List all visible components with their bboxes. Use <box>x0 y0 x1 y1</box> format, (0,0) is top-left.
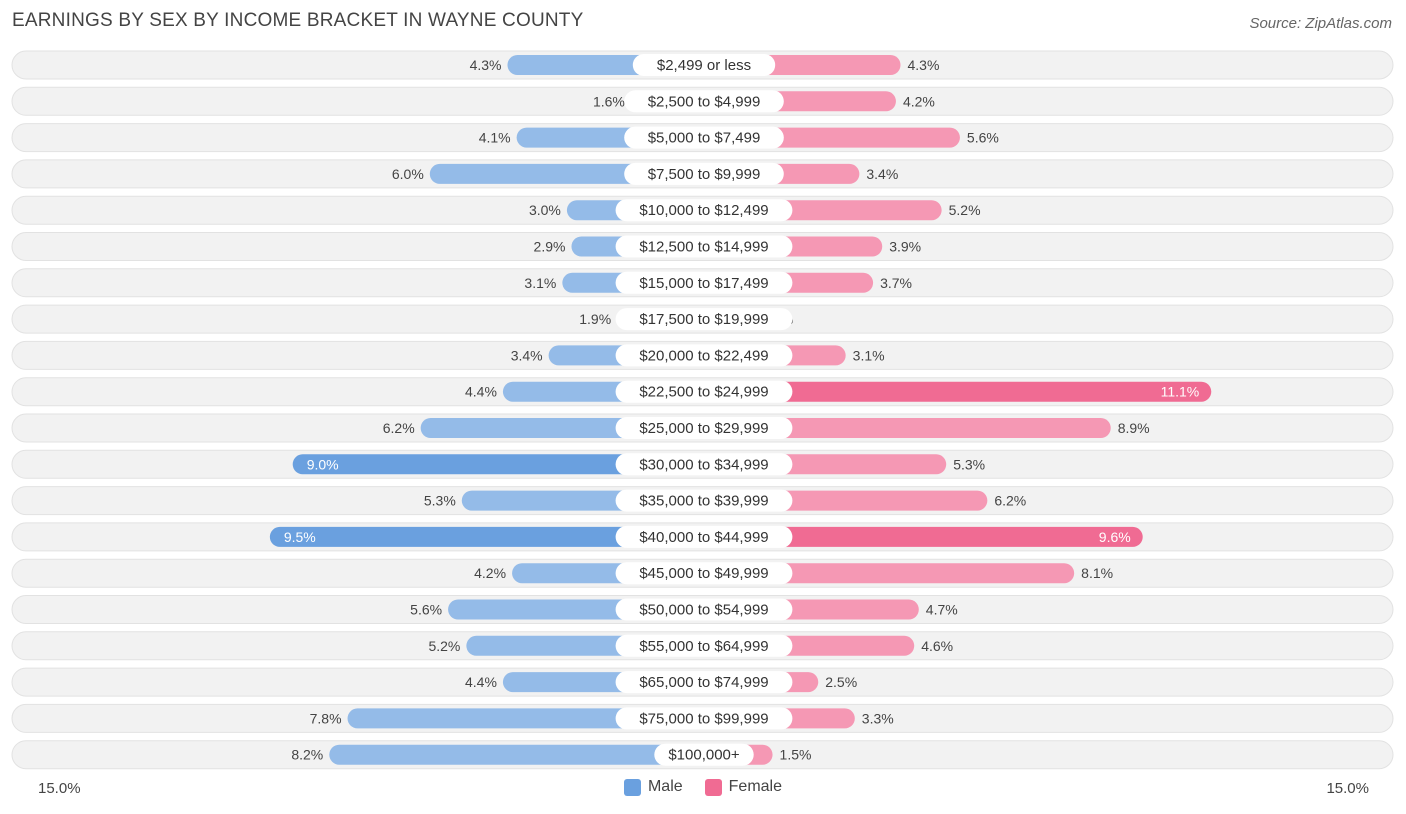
bar-female <box>704 526 1143 547</box>
value-label-male: 1.6% <box>593 93 625 109</box>
category-label: $30,000 to $34,999 <box>639 456 768 473</box>
category-pill <box>615 380 793 403</box>
value-label-female: 3.3% <box>862 710 894 726</box>
category-pill <box>615 598 793 621</box>
category-pill <box>615 525 793 548</box>
category-label: $65,000 to $74,999 <box>639 674 768 691</box>
value-label-male: 1.9% <box>579 311 611 327</box>
value-label-female: 4.7% <box>926 602 958 618</box>
legend: Male Female <box>0 778 1406 796</box>
category-label: $20,000 to $22,499 <box>639 347 768 364</box>
category-pill <box>624 162 784 185</box>
category-label: $75,000 to $99,999 <box>639 710 768 727</box>
value-label-female: 4.2% <box>903 93 935 109</box>
legend-label-female: Female <box>728 778 783 795</box>
category-label: $10,000 to $12,499 <box>639 202 768 219</box>
category-label: $2,500 to $4,999 <box>648 93 761 110</box>
category-label: $22,500 to $24,999 <box>639 384 768 401</box>
category-label: $45,000 to $49,999 <box>639 565 768 582</box>
category-label: $40,000 to $44,999 <box>639 529 768 546</box>
bar-male <box>347 708 704 729</box>
value-label-male: 7.8% <box>310 710 342 726</box>
value-label-male: 3.4% <box>511 347 543 363</box>
category-pill <box>615 235 793 258</box>
value-label-female: 6.2% <box>994 493 1026 509</box>
bar-male <box>292 454 704 475</box>
legend-swatch-female <box>704 778 722 796</box>
value-label-female: 11.1% <box>1161 384 1200 400</box>
category-label: $25,000 to $29,999 <box>639 420 768 437</box>
value-label-female: 4.6% <box>921 638 953 654</box>
category-pill <box>615 489 793 512</box>
value-label-female: 4.3% <box>908 57 940 73</box>
value-label-male: 5.6% <box>410 602 442 618</box>
value-label-female: 3.9% <box>889 239 921 255</box>
category-pill <box>624 126 784 149</box>
category-pill <box>615 671 793 694</box>
value-label-female: 5.6% <box>967 130 999 146</box>
value-label-female: 3.1% <box>853 347 885 363</box>
category-label: $5,000 to $7,499 <box>648 130 761 147</box>
value-label-female: 2.5% <box>825 674 857 690</box>
value-label-male: 9.0% <box>307 456 339 472</box>
value-label-male: 3.1% <box>524 275 556 291</box>
chart-area: 4.3% 4.3% $2,499 or less 1.6% 4.2% $2,500 to … <box>11 50 1394 770</box>
bar-female <box>704 418 1111 438</box>
category-pill <box>615 417 793 439</box>
legend-item-male[interactable]: Male <box>623 778 683 796</box>
category-label: $15,000 to $17,499 <box>639 275 768 292</box>
category-pill <box>654 743 754 766</box>
category-label: $55,000 to $64,999 <box>639 638 768 655</box>
value-label-male: 9.5% <box>284 529 316 545</box>
value-label-female: 1.5% <box>780 747 812 763</box>
value-label-male: 6.2% <box>383 420 415 436</box>
value-label-male: 8.2% <box>291 747 323 763</box>
value-label-male: 2.9% <box>534 239 566 255</box>
category-label: $17,500 to $19,999 <box>639 311 768 328</box>
value-label-male: 5.2% <box>428 638 460 654</box>
category-pill <box>615 634 793 657</box>
value-label-female: 9.6% <box>1099 529 1131 545</box>
legend-item-female[interactable]: Female <box>704 778 783 796</box>
category-pill <box>624 90 784 113</box>
category-pill <box>615 562 793 585</box>
bar-female <box>704 381 1212 402</box>
value-label-male: 4.4% <box>465 384 497 400</box>
category-label: $12,500 to $14,999 <box>639 239 768 256</box>
bar-male <box>269 526 704 547</box>
value-label-male: 3.0% <box>529 202 561 218</box>
category-label: $50,000 to $54,999 <box>639 602 768 619</box>
value-label-male: 4.2% <box>474 565 506 581</box>
value-label-male: 6.0% <box>392 166 424 182</box>
value-label-female: 8.9% <box>1118 420 1150 436</box>
category-pill <box>615 453 793 476</box>
category-pill <box>615 308 793 331</box>
category-label: $35,000 to $39,999 <box>639 493 768 510</box>
bar-female <box>704 563 1075 584</box>
chart-title: EARNINGS BY SEX BY INCOME BRACKET IN WAY… <box>12 10 584 31</box>
value-label-female: 3.4% <box>866 166 898 182</box>
category-pill <box>615 344 793 367</box>
value-label-male: 4.4% <box>465 674 497 690</box>
bar-male <box>329 744 704 765</box>
value-label-male: 5.3% <box>424 493 456 509</box>
value-label-female: 5.3% <box>953 456 985 472</box>
axis-max-label: 15.0% <box>1326 780 1369 797</box>
legend-label-male: Male <box>647 778 683 795</box>
value-label-male: 4.1% <box>479 130 511 146</box>
category-pill <box>615 271 793 294</box>
category-label: $2,499 or less <box>657 57 751 74</box>
axis-min-label: 15.0% <box>38 780 81 797</box>
category-pill <box>632 54 776 76</box>
value-label-male: 4.3% <box>470 57 502 73</box>
value-label-female: 3.7% <box>880 275 912 291</box>
category-label: $100,000+ <box>668 747 740 764</box>
value-label-female: 5.2% <box>949 202 981 218</box>
source-credit: Source: ZipAtlas.com <box>1249 15 1392 32</box>
category-label: $7,500 to $9,999 <box>648 166 761 183</box>
category-pill <box>615 707 793 730</box>
legend-swatch-male <box>623 778 641 796</box>
value-label-female: 8.1% <box>1081 565 1113 581</box>
category-pill <box>615 199 793 222</box>
